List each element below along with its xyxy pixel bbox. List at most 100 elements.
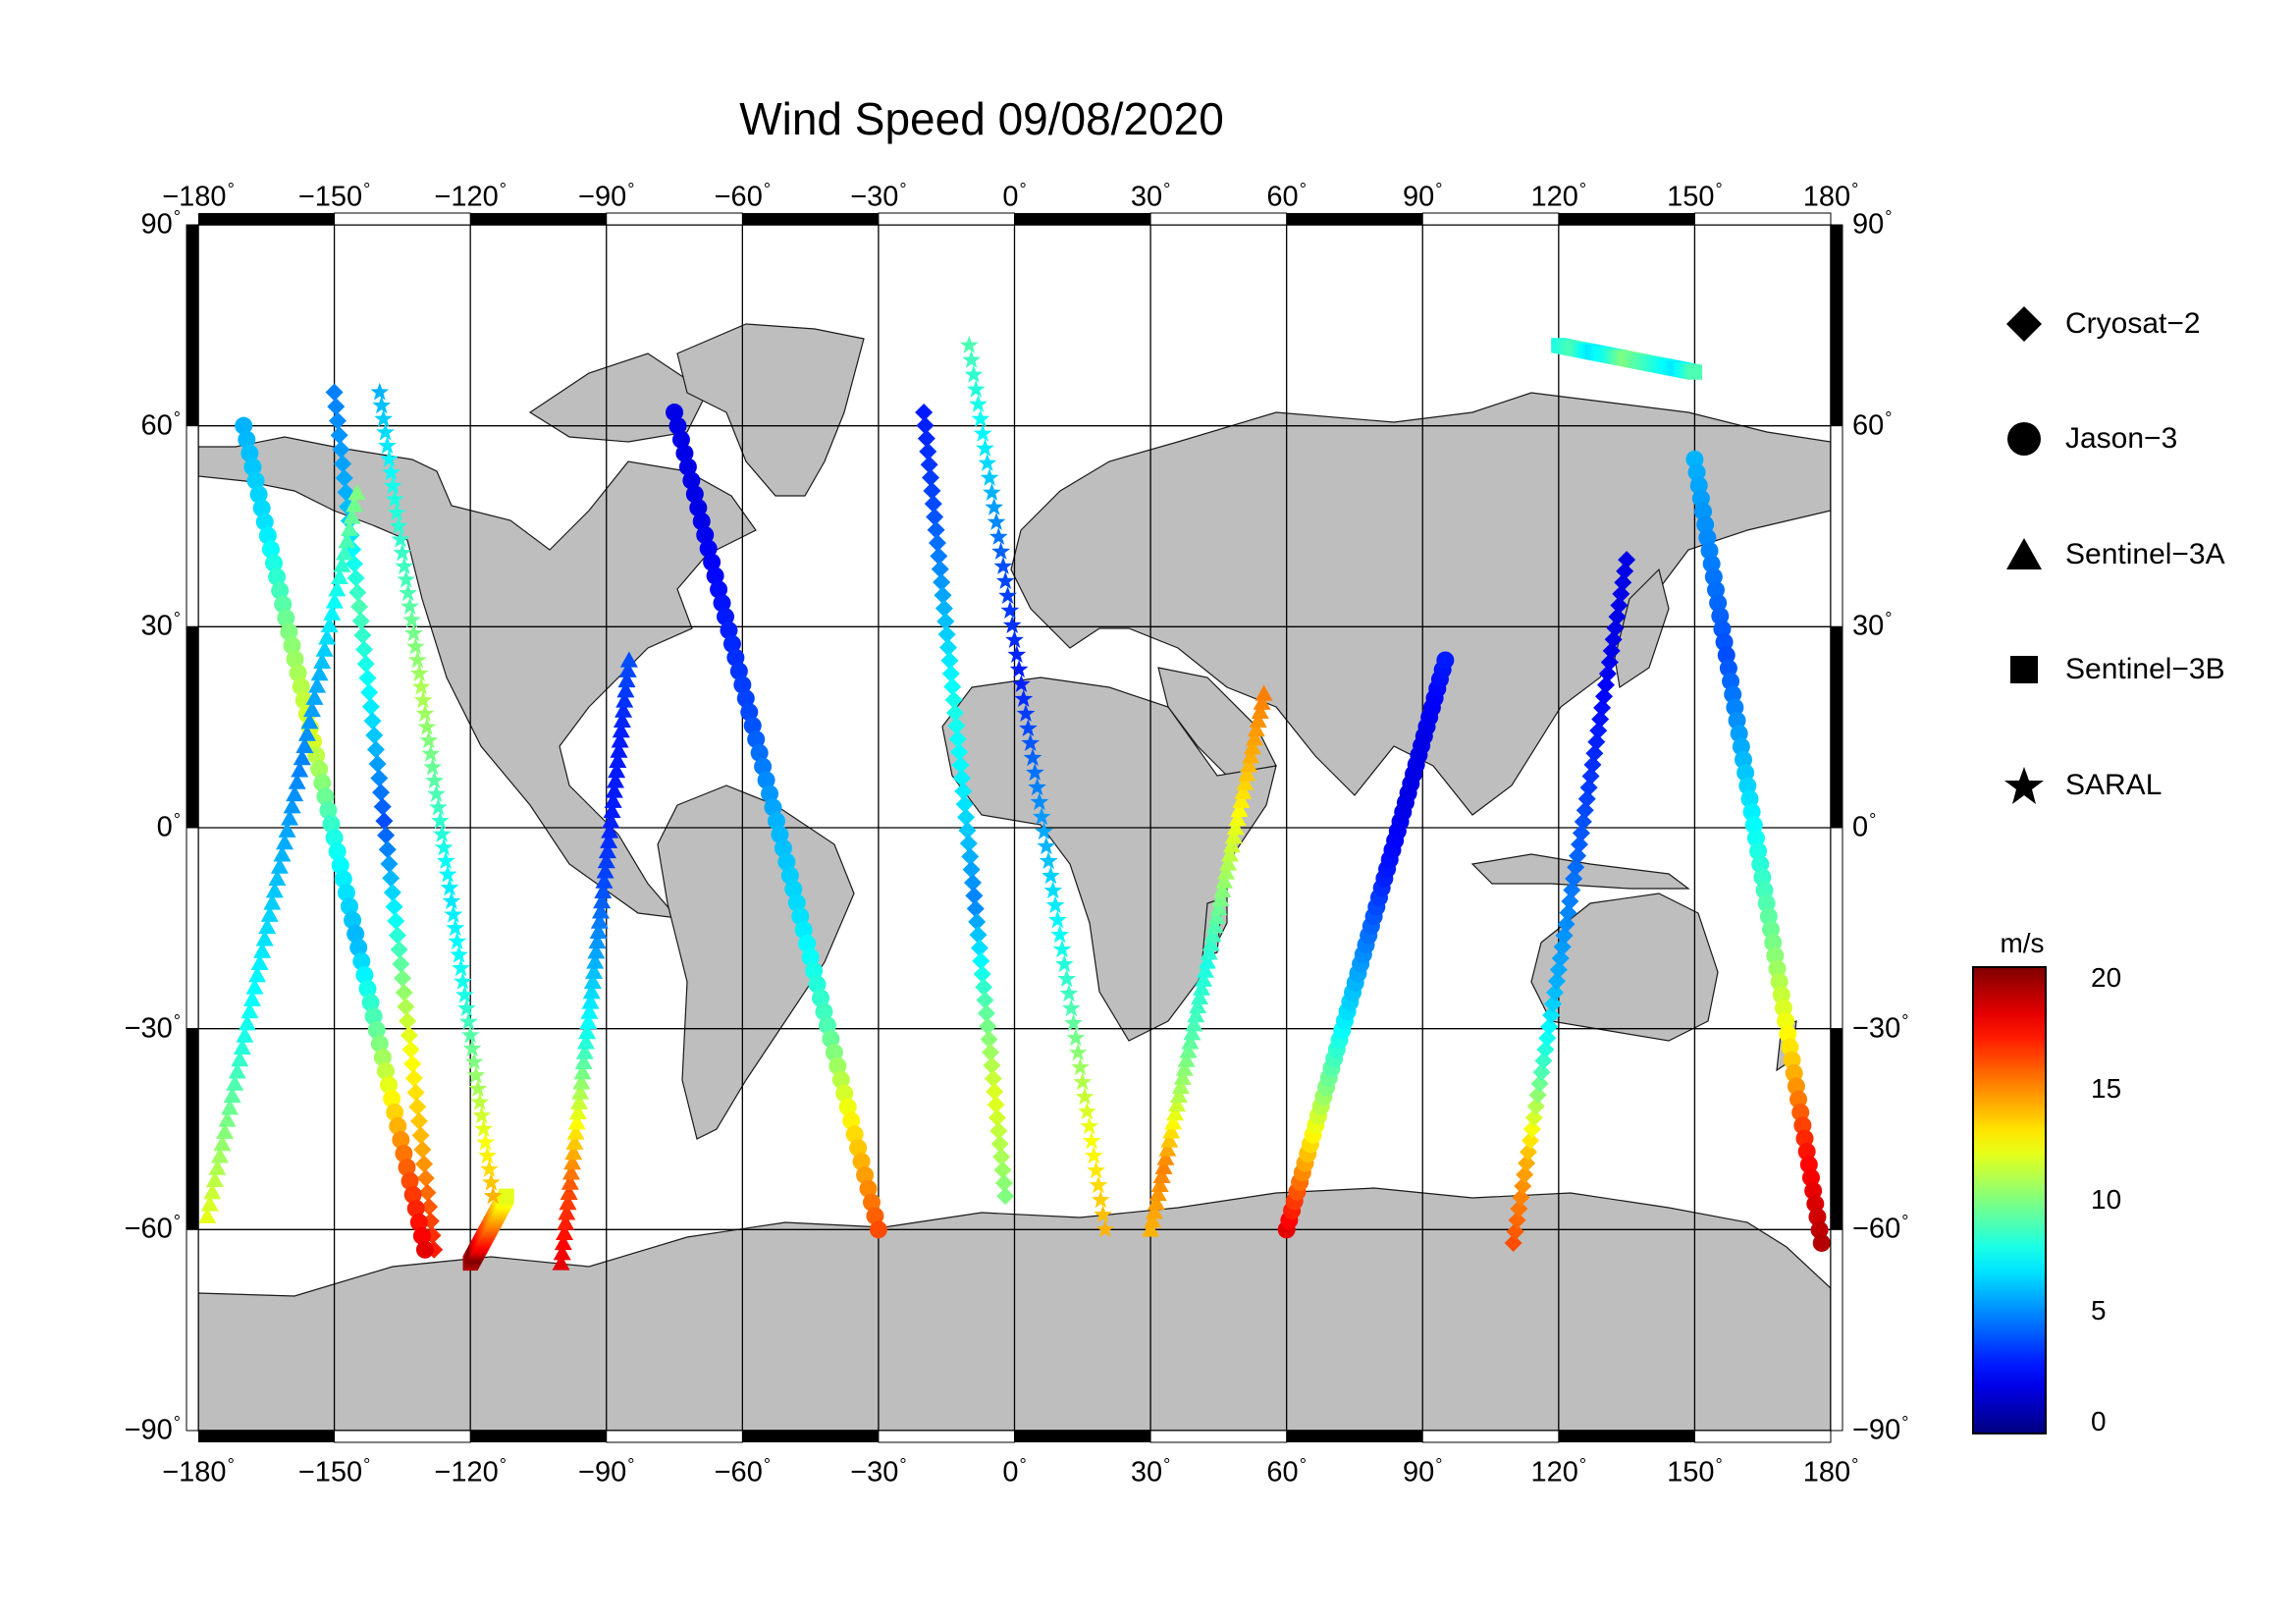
star-marker bbox=[427, 784, 446, 802]
circle-marker bbox=[1766, 947, 1785, 965]
axis-tick-label: 90° bbox=[1403, 180, 1443, 213]
axis-tick-label: 120° bbox=[1530, 180, 1587, 213]
circle-marker bbox=[1751, 855, 1770, 874]
star-marker bbox=[458, 1011, 478, 1030]
circle-marker bbox=[815, 1002, 833, 1021]
diamond-marker bbox=[961, 847, 980, 866]
axis-tick-label: −60° bbox=[124, 1212, 181, 1245]
star-marker bbox=[1032, 807, 1051, 826]
diamond-marker bbox=[1522, 1120, 1541, 1138]
triangle-marker bbox=[1247, 720, 1265, 737]
circle-marker bbox=[1801, 1168, 1820, 1187]
diamond-marker bbox=[1602, 641, 1621, 660]
triangle-marker bbox=[1162, 1122, 1181, 1139]
triangle-marker bbox=[1152, 1166, 1171, 1183]
circle-marker bbox=[1799, 1156, 1818, 1174]
triangle-marker bbox=[1218, 854, 1237, 871]
triangle-marker bbox=[590, 912, 609, 929]
diamond-marker bbox=[990, 1135, 1009, 1154]
circle-marker bbox=[808, 975, 827, 994]
circle-marker bbox=[1696, 515, 1715, 534]
circle-marker bbox=[852, 1152, 871, 1170]
triangle-marker bbox=[604, 791, 622, 808]
circle-marker bbox=[750, 743, 769, 762]
star-marker bbox=[1066, 1028, 1086, 1047]
circle-marker bbox=[389, 1116, 407, 1135]
triangle-marker bbox=[216, 1122, 235, 1139]
triangle-marker bbox=[1181, 1033, 1200, 1050]
diamond-marker bbox=[408, 1098, 427, 1116]
triangle-marker bbox=[330, 568, 348, 585]
star-marker bbox=[1043, 881, 1063, 899]
axis-tick-label: −30° bbox=[124, 1010, 181, 1045]
star-marker bbox=[483, 1186, 503, 1205]
star-marker bbox=[417, 717, 437, 735]
triangle-marker bbox=[1201, 935, 1220, 951]
triangle-marker bbox=[1238, 765, 1256, 782]
frame-bar bbox=[186, 224, 199, 427]
circle-marker bbox=[1793, 1116, 1812, 1135]
circle-marker bbox=[313, 774, 332, 792]
circle-marker bbox=[1797, 1142, 1816, 1161]
star-marker bbox=[470, 1092, 490, 1110]
colorbar bbox=[1972, 966, 2047, 1434]
triangle-marker bbox=[586, 952, 605, 969]
star-marker bbox=[1095, 1219, 1115, 1238]
circle-marker bbox=[255, 513, 274, 531]
circle-marker bbox=[831, 1070, 850, 1089]
land-indonesia bbox=[1470, 853, 1690, 890]
circle-marker bbox=[1722, 672, 1740, 690]
circle-marker bbox=[1787, 1077, 1805, 1096]
diamond-marker bbox=[939, 638, 958, 657]
triangle-marker bbox=[228, 1062, 246, 1079]
triangle-marker bbox=[582, 983, 601, 1000]
diamond-marker bbox=[349, 597, 368, 616]
star-marker bbox=[419, 730, 439, 749]
triangle-marker bbox=[1177, 1051, 1196, 1067]
frame-bar bbox=[742, 213, 879, 225]
diamond-marker bbox=[358, 669, 377, 687]
triangle-marker bbox=[286, 784, 304, 802]
diamond-marker bbox=[395, 983, 413, 1001]
circle-marker bbox=[856, 1165, 875, 1184]
triangle-marker bbox=[594, 882, 613, 899]
diamond-marker bbox=[1595, 687, 1614, 706]
triangle-marker bbox=[248, 966, 267, 983]
star-marker bbox=[998, 586, 1017, 604]
circle-marker bbox=[383, 1089, 401, 1108]
diamond-marker bbox=[994, 1173, 1013, 1192]
circle-marker bbox=[835, 1084, 854, 1103]
triangle-marker bbox=[575, 1043, 594, 1059]
star-marker bbox=[456, 999, 476, 1017]
triangle-marker bbox=[1150, 1175, 1169, 1193]
circle-marker bbox=[406, 1199, 425, 1217]
circle-marker bbox=[277, 609, 295, 627]
triangle-marker bbox=[213, 1135, 232, 1152]
triangle-marker bbox=[1207, 907, 1226, 925]
star-marker bbox=[381, 462, 400, 481]
diamond-marker bbox=[411, 1126, 430, 1145]
triangle-marker bbox=[588, 932, 607, 949]
axis-tick-label: 60° bbox=[140, 407, 181, 442]
diamond-marker bbox=[415, 1155, 434, 1173]
frame-bar bbox=[1149, 212, 1288, 226]
star-marker bbox=[380, 449, 399, 467]
diamond-marker bbox=[930, 547, 948, 566]
circle-marker bbox=[240, 444, 259, 462]
star-marker bbox=[978, 454, 997, 471]
circle-marker bbox=[740, 703, 759, 722]
triangle-marker bbox=[315, 640, 334, 657]
circle-marker bbox=[699, 539, 718, 558]
star-marker bbox=[988, 527, 1008, 545]
star-marker bbox=[1021, 733, 1041, 751]
triangle-marker bbox=[1185, 1015, 1203, 1032]
triangle-marker bbox=[571, 1083, 590, 1100]
star-marker bbox=[481, 1172, 501, 1191]
triangle-marker bbox=[283, 797, 301, 814]
circle-marker bbox=[361, 994, 380, 1012]
land-australia bbox=[1530, 893, 1719, 1042]
triangle-marker bbox=[268, 869, 287, 887]
diamond-marker bbox=[400, 1026, 418, 1045]
circle-marker bbox=[866, 1207, 884, 1225]
diamond-marker bbox=[416, 1169, 435, 1188]
